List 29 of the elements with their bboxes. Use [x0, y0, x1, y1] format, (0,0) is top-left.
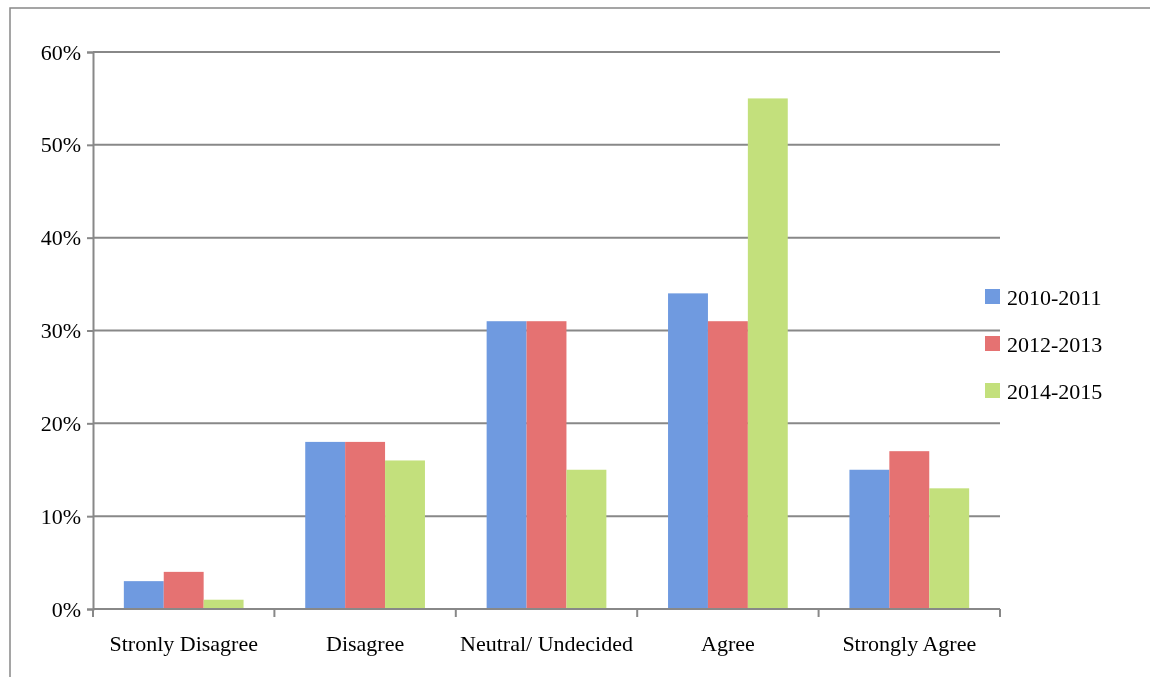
bar [566, 469, 607, 609]
legend-label: 2012-2013 [1007, 332, 1103, 357]
bar [163, 571, 204, 609]
bar [668, 293, 708, 609]
bar [123, 581, 164, 609]
bar [305, 441, 346, 609]
x-tick-label: Disagree [326, 631, 405, 656]
bar [707, 321, 748, 609]
y-tick-label: 10% [40, 503, 81, 529]
bar [889, 451, 930, 609]
bar [849, 469, 890, 609]
bar [385, 460, 425, 609]
y-tick-label: 50% [40, 132, 81, 158]
y-tick-label: 60% [40, 39, 81, 65]
bar [747, 98, 788, 609]
y-tick-label: 0% [51, 596, 81, 622]
y-tick-label: 30% [40, 318, 81, 344]
bar [345, 441, 386, 609]
x-tick-label: Agree [701, 631, 755, 656]
bar [486, 321, 527, 609]
legend-label: 2010-2011 [1007, 285, 1102, 310]
y-tick-label: 20% [40, 410, 81, 436]
legend-label: 2014-2015 [1007, 379, 1103, 404]
x-tick-label: Strongly Agree [842, 631, 977, 656]
bar [526, 321, 567, 609]
y-tick-label: 40% [40, 225, 81, 251]
x-tick-label: Stronly Disagree [109, 631, 258, 656]
x-tick-label: Neutral/ Undecided [460, 631, 633, 656]
bar [929, 488, 970, 609]
